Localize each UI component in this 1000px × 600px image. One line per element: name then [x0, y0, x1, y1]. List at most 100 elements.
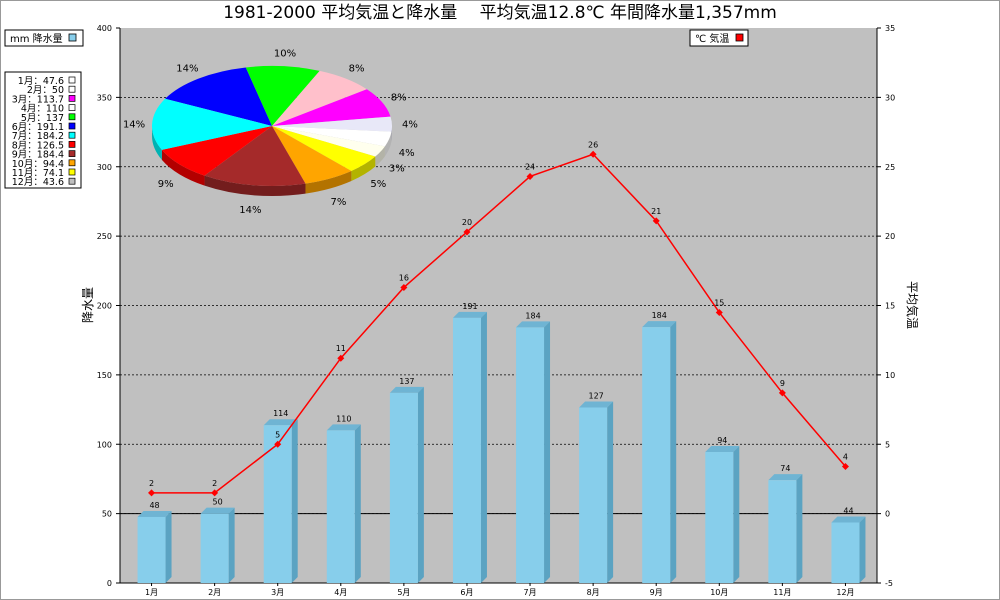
pie-slice-side [161, 149, 205, 186]
pie-pct-label: 8% [391, 93, 407, 104]
temp-point [211, 489, 219, 497]
x-tick-label: 2月 [208, 588, 221, 597]
temp-legend-swatch [735, 33, 744, 42]
pie-pct-label: 9% [158, 179, 174, 190]
bar-top [389, 386, 424, 393]
x-tick-label: 3月 [271, 588, 284, 597]
y2-tick-label: 20 [885, 232, 895, 241]
pie-slice [245, 66, 320, 126]
bar-top [452, 311, 487, 318]
pie-pct-label: 5% [370, 179, 386, 190]
month-legend-item: 9月：184.4 [12, 150, 64, 161]
x-tick-label: 5月 [397, 588, 410, 597]
bar-top [263, 419, 298, 426]
y-tick-label: 350 [97, 93, 112, 102]
precip-bar [642, 327, 671, 583]
x-tick-label: 9月 [650, 588, 663, 597]
month-legend-box [4, 71, 82, 189]
y2-tick-label: 25 [885, 163, 895, 172]
month-legend-swatch [68, 141, 76, 148]
month-legend-swatch [68, 122, 76, 130]
bar-value-label: 127 [588, 391, 603, 400]
precip-bar [831, 522, 860, 583]
precip-legend-swatch [68, 33, 77, 42]
temp-point [148, 489, 156, 497]
pie-slice-side [351, 156, 376, 182]
bar-value-label: 191 [462, 302, 477, 311]
month-legend-item: 7月：184.2 [12, 131, 64, 142]
x-axis-labels: 1月 2月 3月 4月 5月 6月 7月 8月 9月 10月 11月 12月 [145, 583, 855, 597]
x-tick-label: 11月 [773, 588, 791, 597]
pie-pct-label: 4% [399, 148, 415, 159]
y2-tick-label: -5 [885, 579, 893, 588]
precip-bar [705, 452, 734, 583]
y-tick-label: 400 [97, 24, 112, 33]
temp-point [589, 150, 597, 158]
month-legend-swatch [68, 113, 76, 121]
bar-top [831, 516, 866, 523]
pie-pct-label: 14% [123, 120, 145, 131]
temp-value-label: 9 [780, 379, 785, 388]
chart-title: 1981-2000 平均気温と降水量 平均気温12.8℃ 年間降水量1,357m… [223, 3, 777, 23]
pie-slice [151, 98, 272, 150]
bar-side [859, 516, 866, 583]
bar-top [768, 474, 803, 481]
month-legend-swatch [68, 177, 76, 185]
temp-value-label: 20 [462, 218, 472, 227]
bar-top [642, 321, 677, 328]
precip-bar [389, 392, 418, 583]
bar-value-label: 137 [399, 377, 414, 386]
precip-bar [452, 317, 481, 583]
bar-side [480, 311, 487, 583]
month-legend-item: 3月：113.7 [12, 94, 64, 105]
pie-pct-label: 4% [402, 120, 418, 131]
bar-side [544, 321, 551, 583]
temp-point [652, 217, 660, 225]
pie-slice [204, 126, 306, 186]
bar-side [228, 507, 235, 583]
pie-slice [272, 70, 367, 126]
pie-slice [272, 126, 376, 172]
pie-pct-label: 7% [331, 197, 347, 208]
month-legend-swatch [68, 104, 76, 111]
x-tick-label: 4月 [334, 588, 347, 597]
precip-bar [516, 327, 545, 583]
precip-bar [200, 513, 229, 583]
x-tick-label: 1月 [145, 588, 158, 597]
temp-value-label: 2 [149, 479, 154, 488]
temp-point [778, 389, 786, 397]
bar-value-label: 114 [273, 409, 288, 418]
temp-value-label: 15 [714, 298, 724, 307]
y-tick-label: 150 [97, 371, 112, 380]
bar-top [705, 446, 740, 453]
month-legend-item: 4月：110 [21, 104, 64, 115]
pie-slice-side [384, 131, 392, 157]
pie-pct-label: 10% [274, 48, 296, 59]
temp-point [274, 440, 282, 448]
temp-point [715, 308, 723, 316]
precip-legend-label: mm 降水量 [10, 32, 63, 45]
pie-slice-side [391, 126, 392, 142]
bar-top [326, 424, 361, 431]
month-legend-item: 2月：50 [27, 85, 64, 96]
temp-point [526, 172, 534, 180]
y2-tick-label: 35 [885, 24, 895, 33]
bar-side [796, 474, 803, 583]
temp-value-label: 26 [588, 140, 598, 149]
month-legend-swatch [68, 150, 76, 157]
bar-top [200, 507, 235, 514]
pie-slice [272, 126, 392, 147]
pie-pct-label: 3% [389, 164, 405, 175]
pie-slice [272, 89, 391, 126]
month-legend-item: 11月：74.1 [12, 168, 64, 179]
temp-series-line [151, 153, 847, 494]
bar-value-label: 184 [652, 311, 667, 320]
bar-top [516, 321, 551, 328]
temp-legend-label: ℃ 気温 [695, 32, 729, 45]
pie-chart: 14% 10% 8% 8% 4% 4% 3%5% 7% 14% 9% 14% [123, 48, 418, 216]
precip-bar [326, 430, 355, 583]
pie-slice [165, 67, 272, 126]
temp-point [841, 462, 849, 470]
